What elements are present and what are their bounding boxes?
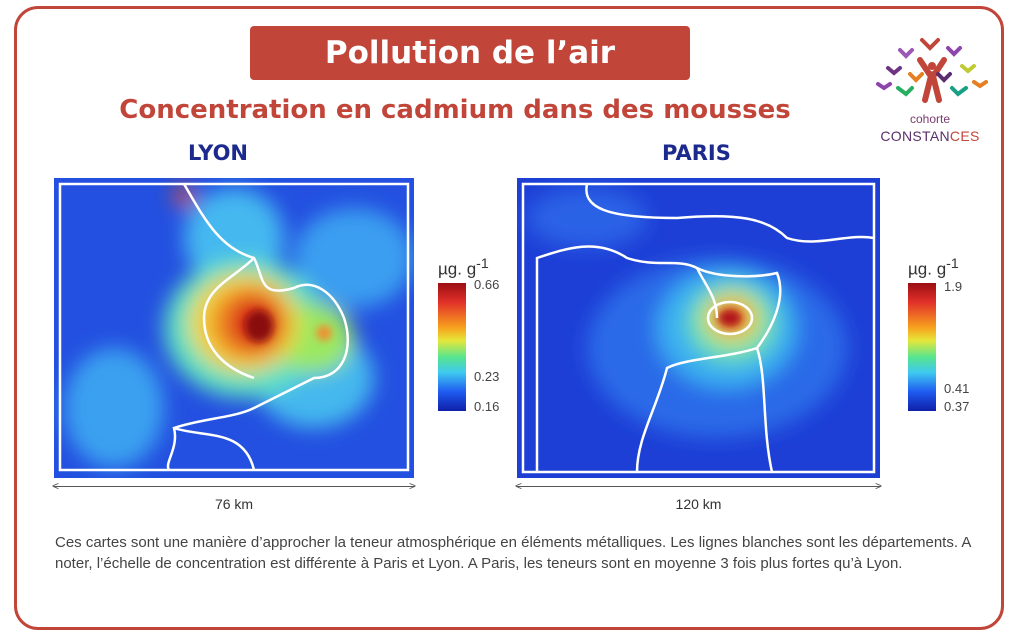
- city-label-paris: PARIS: [662, 141, 731, 165]
- legend-tick: 0.23: [474, 369, 500, 384]
- subtitle: Concentration en cadmium dans des mousse…: [119, 95, 791, 125]
- legend-tick: 0.37: [944, 399, 970, 414]
- legend-tick: 1.9: [944, 279, 963, 294]
- lyon-scale-arrow: < >: [52, 479, 416, 493]
- tree-people-icon: [876, 38, 988, 103]
- lyon-scale-label: 76 km: [214, 496, 254, 512]
- title-banner: Pollution de l’air: [250, 26, 690, 80]
- legend-tick: 0.41: [944, 381, 970, 396]
- paris-heatmap: [517, 178, 880, 478]
- constances-logo: cohorte CONSTANCES: [870, 30, 990, 146]
- lyon-heatmap: [54, 178, 414, 478]
- logo-line1: cohorte: [909, 112, 951, 126]
- description-text: Ces cartes sont une manière d’approcher …: [55, 534, 971, 572]
- legend-tick: 0.66: [474, 277, 500, 292]
- logo-line2: CONSTANCES: [880, 128, 980, 144]
- colorbar: [438, 283, 466, 411]
- card-frame: [14, 6, 1004, 630]
- paris-scale-arrow: < >: [515, 479, 882, 493]
- city-label-lyon: LYON: [188, 141, 248, 165]
- paris-scale-label: 120 km: [675, 496, 722, 512]
- colorbar: [908, 283, 936, 411]
- legend-tick: 0.16: [474, 399, 500, 414]
- page-title: Pollution de l’air: [324, 35, 616, 71]
